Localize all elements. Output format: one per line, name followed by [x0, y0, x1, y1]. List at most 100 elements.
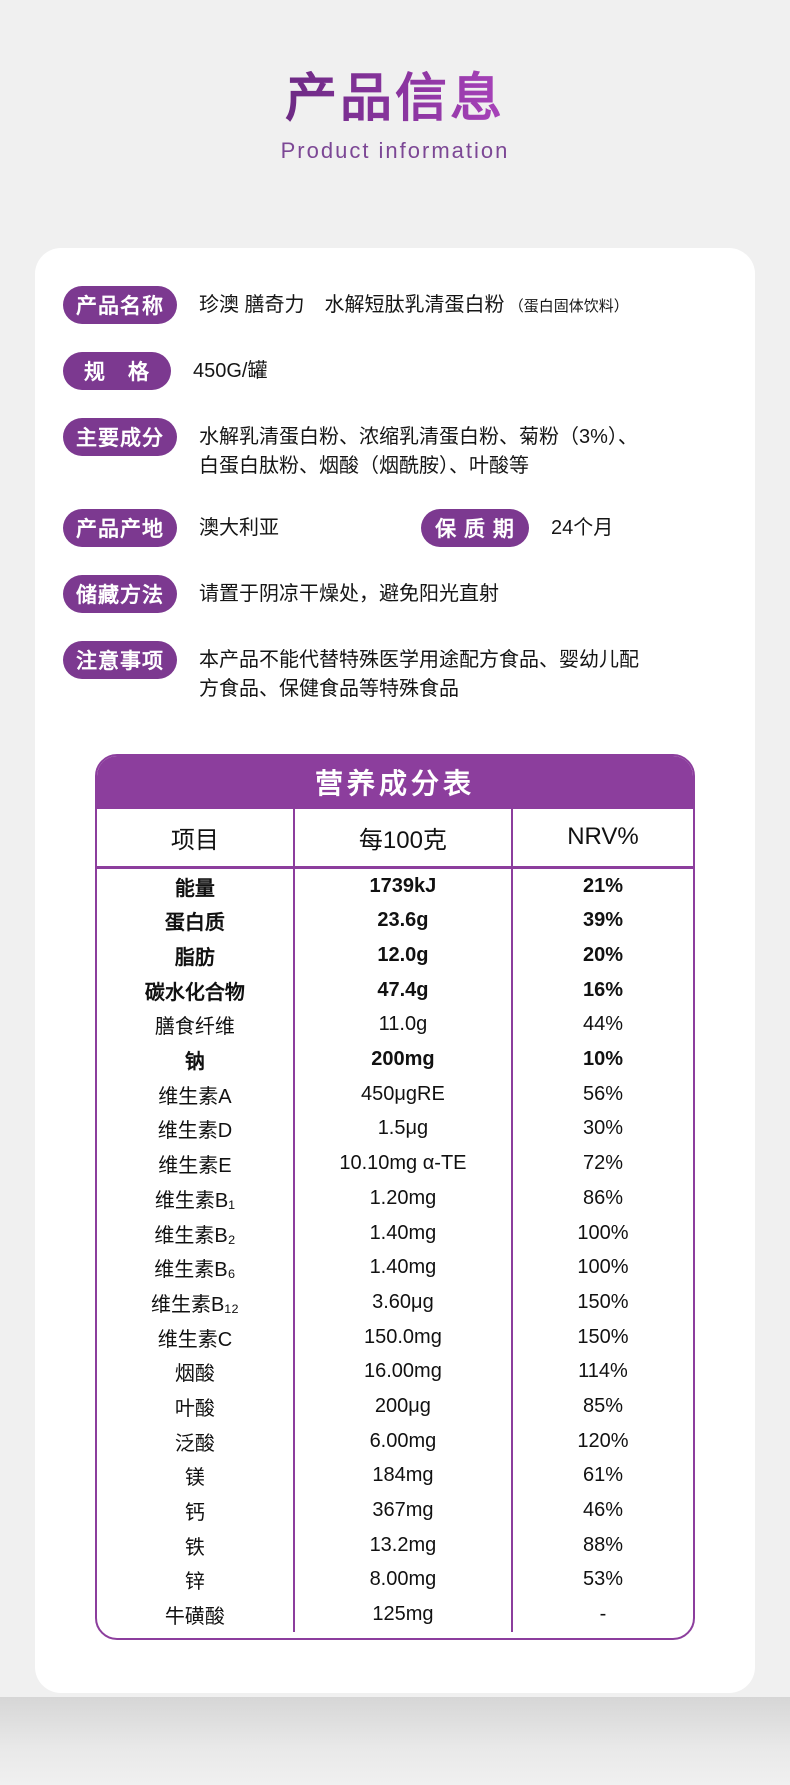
cell-item: 维生素B₂	[97, 1215, 295, 1251]
cell-per100g: 10.10mg α-TE	[295, 1146, 513, 1181]
cell-per100g: 3.60μg	[295, 1285, 513, 1320]
field-value: 本产品不能代替特殊医学用途配方食品、婴幼儿配方食品、保健食品等特殊食品	[199, 641, 654, 704]
cell-item: 泛酸	[97, 1423, 295, 1459]
table-row: 脂肪 12.0g 20%	[97, 938, 693, 973]
field-value-text: 水解乳清蛋白粉、浓缩乳清蛋白粉、菊粉（3%）、白蛋白肽粉、烟酸（烟酰胺）、叶酸等	[199, 425, 638, 477]
nutrition-table-body: 能量 1739kJ 21% 蛋白质 23.6g 39% 脂肪 12.0g 20% 碳水化合物 47.…	[97, 868, 693, 1638]
cell-item: 能量	[97, 868, 295, 904]
cell-item: 镁	[97, 1458, 295, 1494]
cell-per100g: 1739kJ	[295, 868, 513, 904]
cell-nrv: 100%	[577, 1256, 629, 1279]
page-header: 产品信息 Product information	[0, 0, 790, 164]
field-value: 24个月	[551, 516, 614, 539]
nutrition-table: 营养成分表 项目 每100克 NRV% 能量 1739kJ 21% 蛋白质 23.6g 39%…	[95, 753, 695, 1640]
field-label-pill: 规 格	[63, 351, 171, 390]
cell-item: 蛋白质	[97, 903, 295, 939]
field-value: 珍澳 膳奇力 水解短肽乳清蛋白粉 （蛋白固体饮料）	[199, 286, 629, 321]
cell-item: 脂肪	[97, 938, 295, 973]
cell-nrv: 61%	[582, 1464, 623, 1487]
cell-nrv: 88%	[582, 1533, 623, 1556]
table-row: 能量 1739kJ 21%	[97, 868, 693, 904]
table-row: 烟酸 16.00mg 114%	[97, 1354, 693, 1390]
field-label-pill: 产品名称	[63, 285, 177, 324]
product-info-card: 产品名称 珍澳 膳奇力 水解短肽乳清蛋白粉 （蛋白固体饮料） 规 格 450G/罐 主要…	[35, 247, 755, 1693]
field-value: 请置于阴凉干燥处，避免阳光直射	[199, 575, 499, 609]
cell-item: 维生素D	[97, 1111, 295, 1147]
table-row: 铁 13.2mg 88%	[97, 1527, 693, 1563]
table-row: 膳食纤维 11.0g 44%	[97, 1007, 693, 1043]
cell-per100g: 47.4g	[295, 972, 513, 1008]
cell-per100g: 125mg	[295, 1597, 513, 1632]
cell-per100g: 6.00mg	[295, 1423, 513, 1459]
field-value: 水解乳清蛋白粉、浓缩乳清蛋白粉、菊粉（3%）、白蛋白肽粉、烟酸（烟酰胺）、叶酸等	[199, 418, 654, 481]
page-title: 产品信息	[284, 70, 505, 128]
info-row: 主要成分 水解乳清蛋白粉、浓缩乳清蛋白粉、菊粉（3%）、白蛋白肽粉、烟酸（烟酰胺）…	[63, 417, 727, 481]
cell-item: 维生素B₆	[97, 1250, 295, 1286]
field-label-pill: 注意事项	[63, 640, 177, 679]
cell-nrv: 10%	[582, 1048, 623, 1071]
cell-nrv: 30%	[582, 1117, 623, 1140]
cell-per100g: 13.2mg	[295, 1527, 513, 1563]
cell-per100g: 150.0mg	[295, 1319, 513, 1355]
info-row: 产品名称 珍澳 膳奇力 水解短肽乳清蛋白粉 （蛋白固体饮料）	[63, 285, 727, 324]
field-value: 澳大利亚	[199, 509, 359, 543]
column-header: 每100克	[295, 808, 513, 866]
cell-per100g: 1.20mg	[295, 1180, 513, 1216]
cell-item: 膳食纤维	[97, 1007, 295, 1043]
info-row: 规 格 450G/罐	[63, 351, 727, 390]
field-value-text: 本产品不能代替特殊医学用途配方食品、婴幼儿配方食品、保健食品等特殊食品	[199, 648, 639, 700]
bottom-shadow-band	[0, 1697, 790, 1785]
cell-item: 烟酸	[97, 1354, 295, 1390]
info-row: 储藏方法 请置于阴凉干燥处，避免阳光直射	[63, 574, 727, 613]
cell-nrv: 44%	[582, 1013, 623, 1036]
field-label-pill: 保 质 期	[421, 508, 529, 547]
cell-nrv: 86%	[582, 1186, 623, 1209]
cell-per100g: 1.5μg	[295, 1111, 513, 1147]
cell-nrv: 85%	[582, 1394, 623, 1417]
cell-nrv: -	[599, 1603, 607, 1626]
field-value-text: 澳大利亚	[199, 516, 279, 539]
cell-per100g: 16.00mg	[295, 1354, 513, 1390]
cell-per100g: 8.00mg	[295, 1562, 513, 1598]
cell-item: 叶酸	[97, 1389, 295, 1424]
cell-nrv: 39%	[582, 909, 623, 932]
field-label-pill: 主要成分	[63, 417, 177, 456]
cell-per100g: 367mg	[295, 1493, 513, 1528]
field-value-small: （蛋白固体饮料）	[504, 297, 629, 315]
cell-per100g: 12.0g	[295, 938, 513, 973]
table-row: 维生素D 1.5μg 30%	[97, 1111, 693, 1147]
column-header: 项目	[97, 808, 295, 866]
table-row: 叶酸 200μg 85%	[97, 1389, 693, 1424]
table-row: 镁 184mg 61%	[97, 1458, 693, 1494]
cell-nrv: 120%	[577, 1429, 629, 1452]
cell-item: 维生素B₁₂	[97, 1285, 295, 1320]
column-header: NRV%	[567, 823, 639, 851]
cell-nrv: 150%	[577, 1290, 629, 1313]
cell-item: 铁	[97, 1527, 295, 1563]
cell-item: 维生素B₁	[97, 1180, 295, 1216]
info-rows: 产品名称 珍澳 膳奇力 水解短肽乳清蛋白粉 （蛋白固体饮料） 规 格 450G/罐 主要…	[63, 285, 727, 704]
cell-nrv: 16%	[582, 978, 623, 1001]
cell-item: 牛磺酸	[97, 1597, 295, 1632]
cell-nrv: 53%	[582, 1568, 623, 1591]
table-row: 维生素B₁ 1.20mg 86%	[97, 1180, 693, 1216]
cell-item: 锌	[97, 1562, 295, 1598]
cell-item: 维生素C	[97, 1319, 295, 1355]
page-subtitle: Product information	[280, 137, 510, 163]
table-row: 泛酸 6.00mg 120%	[97, 1423, 693, 1459]
cell-per100g: 200mg	[295, 1042, 513, 1077]
table-row: 维生素B₆ 1.40mg 100%	[97, 1250, 693, 1286]
cell-per100g: 450μgRE	[295, 1076, 513, 1112]
info-row: 产品产地 澳大利亚 保 质 期 24个月	[63, 508, 727, 547]
cell-nrv: 21%	[582, 874, 623, 897]
cell-nrv: 114%	[578, 1360, 628, 1383]
table-row: 维生素A 450μgRE 56%	[97, 1076, 693, 1112]
table-row: 维生素B₁₂ 3.60μg 150%	[97, 1285, 693, 1320]
field-label-pill: 储藏方法	[63, 574, 177, 613]
cell-nrv: 72%	[582, 1152, 623, 1175]
field-value-text: 珍澳 膳奇力 水解短肽乳清蛋白粉	[199, 293, 505, 316]
table-row: 钠 200mg 10%	[97, 1042, 693, 1077]
cell-item: 钙	[97, 1493, 295, 1528]
field-value: 450G/罐	[193, 352, 267, 386]
